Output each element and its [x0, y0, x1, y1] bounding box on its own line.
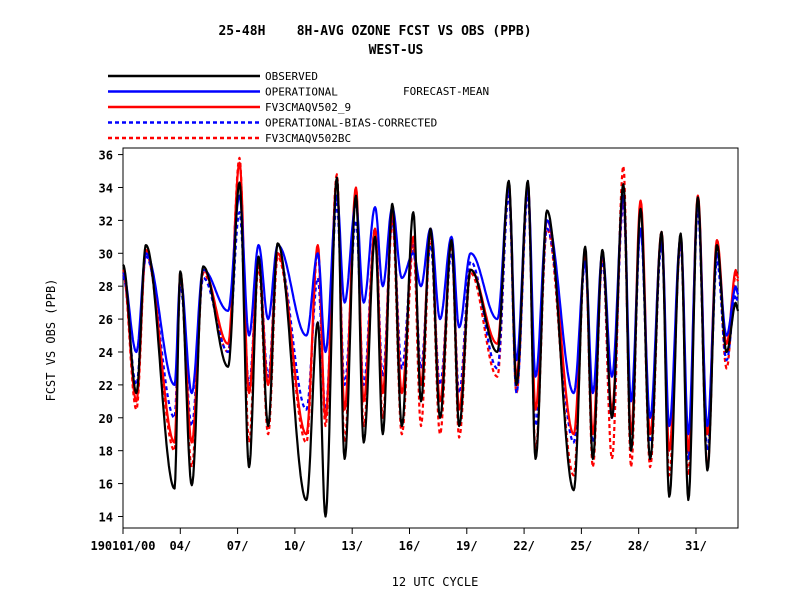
y-tick-label: 26 [99, 313, 113, 327]
y-tick-label: 18 [99, 445, 113, 459]
y-tick-label: 24 [99, 346, 113, 360]
y-tick-label: 20 [99, 412, 113, 426]
series-group [122, 156, 740, 518]
y-tick-label: 14 [99, 510, 113, 524]
x-axis-label: 12 UTC CYCLE [392, 575, 479, 589]
y-tick-label: 30 [99, 247, 113, 261]
y-tick-label: 32 [99, 214, 113, 228]
x-tick-label: 190101/00 [90, 539, 155, 553]
plot-area [122, 147, 739, 529]
legend-label: OPERATIONAL-BIAS-CORRECTED [265, 117, 437, 130]
legend-label: OBSERVED [265, 70, 318, 83]
x-tick-label: 22/ [513, 539, 535, 553]
legend-label: OPERATIONAL [265, 86, 338, 99]
y-tick-label: 34 [99, 181, 113, 195]
x-axis: 190101/00 04/07/10/13/16/19/22/25/28/31/ [90, 528, 707, 553]
y-tick-label: 36 [99, 149, 113, 163]
series-line-observed [122, 176, 740, 518]
y-axis-label: FCST VS OBS (PPB) [44, 279, 58, 402]
legend: OBSERVED OPERATIONAL FV3CMAQV502_9 OPERATIO… [108, 70, 437, 145]
legend-note: FORECAST-MEAN [403, 85, 489, 98]
y-tick-label: 28 [99, 280, 113, 294]
x-tick-label: 16/ [399, 539, 421, 553]
x-tick-label: 28/ [628, 539, 650, 553]
y-axis: 14 16 18 20 22 24 26 28 30 32 34 36 [99, 149, 123, 524]
x-tick-label: 13/ [341, 539, 363, 553]
x-tick-label: 19/ [456, 539, 478, 553]
y-tick-label: 16 [99, 478, 113, 492]
chart-subtitle: WEST-US [369, 43, 424, 58]
x-tick-label: 31/ [685, 539, 707, 553]
legend-label: FV3CMAQV502BC [265, 132, 351, 145]
chart-title: 25-48H 8H-AVG OZONE FCST VS OBS (PPB) [218, 24, 531, 39]
x-tick-label: 10/ [284, 539, 306, 553]
legend-label: FV3CMAQV502_9 [265, 101, 351, 114]
y-tick-label: 22 [99, 379, 113, 393]
x-tick-label: 07/ [227, 539, 249, 553]
x-tick-label: 04/ [169, 539, 191, 553]
x-tick-label: 25/ [571, 539, 593, 553]
